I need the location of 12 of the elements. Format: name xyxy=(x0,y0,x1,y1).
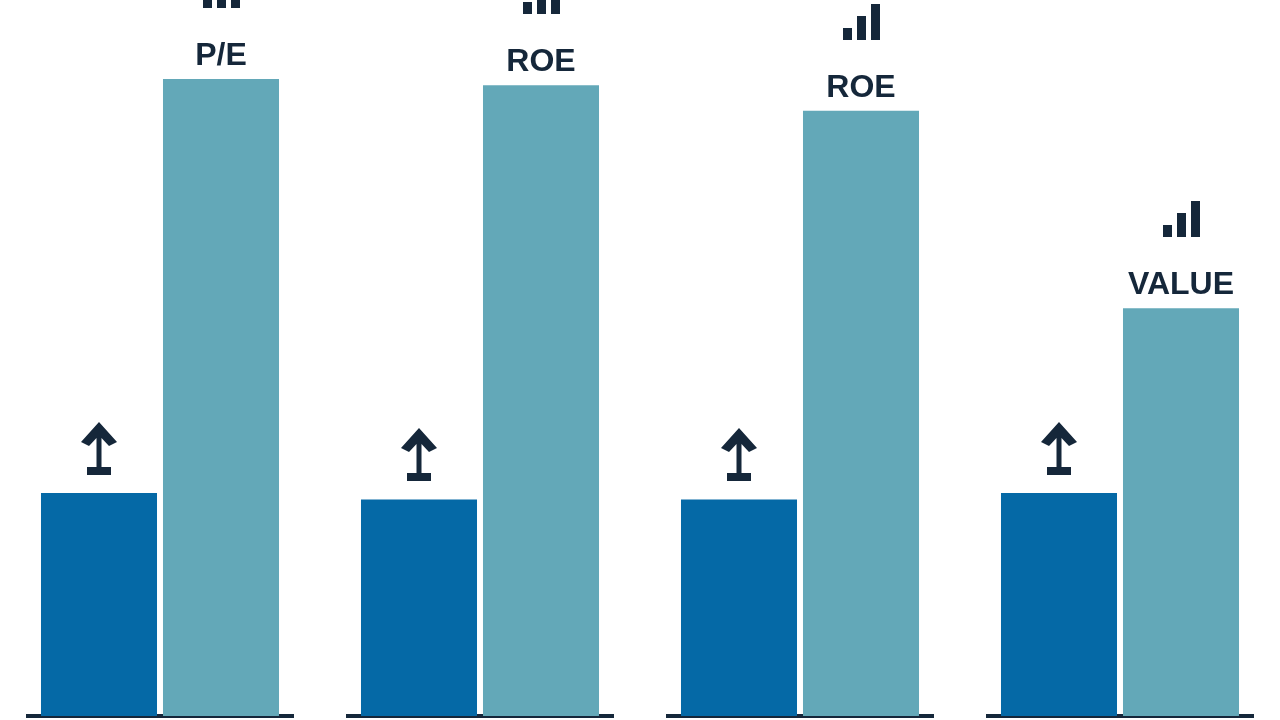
x-tick-label: ROE xyxy=(506,42,576,79)
bar xyxy=(1000,493,1118,716)
bar xyxy=(40,493,158,716)
x-tick-label: ROE xyxy=(826,67,896,104)
bar xyxy=(680,499,798,716)
bar xyxy=(360,499,478,716)
bar xyxy=(482,85,600,716)
x-tick-label: P/E xyxy=(195,36,247,72)
bar xyxy=(802,110,920,716)
bar xyxy=(1122,308,1240,716)
x-tick-label: VALUE xyxy=(1127,265,1235,302)
bar xyxy=(162,79,280,716)
